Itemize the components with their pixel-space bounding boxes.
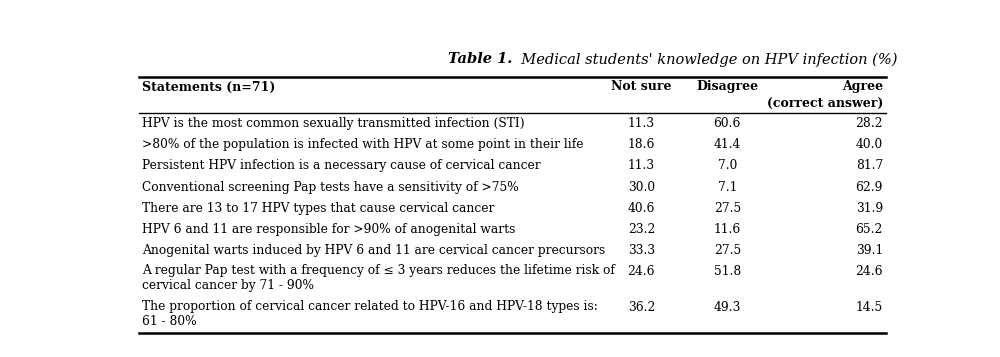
Text: Agree: Agree [842, 80, 883, 94]
Text: 11.3: 11.3 [628, 117, 655, 130]
Text: Not sure: Not sure [611, 80, 672, 94]
Text: Disagree: Disagree [696, 80, 758, 94]
Text: 23.2: 23.2 [628, 223, 655, 236]
Text: 24.6: 24.6 [628, 265, 655, 278]
Text: 11.3: 11.3 [628, 159, 655, 172]
Text: 33.3: 33.3 [628, 244, 655, 257]
Text: HPV is the most common sexually transmitted infection (STI): HPV is the most common sexually transmit… [142, 117, 525, 130]
Text: 81.7: 81.7 [856, 159, 883, 172]
Text: (correct answer): (correct answer) [767, 99, 883, 111]
Text: 51.8: 51.8 [714, 265, 741, 278]
Text: 7.1: 7.1 [718, 181, 737, 193]
Text: The proportion of cervical cancer related to HPV-16 and HPV-18 types is:
61 - 80: The proportion of cervical cancer relate… [142, 300, 598, 328]
Text: 27.5: 27.5 [714, 202, 741, 215]
Text: 65.2: 65.2 [856, 223, 883, 236]
Text: 24.6: 24.6 [855, 265, 883, 278]
Text: 14.5: 14.5 [856, 301, 883, 314]
Text: 31.9: 31.9 [856, 202, 883, 215]
Text: HPV 6 and 11 are responsible for >90% of anogenital warts: HPV 6 and 11 are responsible for >90% of… [142, 223, 515, 236]
Text: Statements (n=71): Statements (n=71) [142, 80, 275, 94]
Text: Anogenital warts induced by HPV 6 and 11 are cervical cancer precursors: Anogenital warts induced by HPV 6 and 11… [142, 244, 605, 257]
Text: 36.2: 36.2 [628, 301, 655, 314]
Text: 7.0: 7.0 [718, 159, 737, 172]
Text: Conventional screening Pap tests have a sensitivity of >75%: Conventional screening Pap tests have a … [142, 181, 519, 193]
Text: >80% of the population is infected with HPV at some point in their life: >80% of the population is infected with … [142, 138, 584, 151]
Text: A regular Pap test with a frequency of ≤ 3 years reduces the lifetime risk of
ce: A regular Pap test with a frequency of ≤… [142, 264, 615, 292]
Text: 40.6: 40.6 [628, 202, 655, 215]
Text: There are 13 to 17 HPV types that cause cervical cancer: There are 13 to 17 HPV types that cause … [142, 202, 494, 215]
Text: 62.9: 62.9 [855, 181, 883, 193]
Text: Persistent HPV infection is a necessary cause of cervical cancer: Persistent HPV infection is a necessary … [142, 159, 541, 172]
Text: 30.0: 30.0 [628, 181, 655, 193]
Text: Table 1.: Table 1. [448, 52, 512, 66]
Text: Medical students' knowledge on HPV infection (%): Medical students' knowledge on HPV infec… [512, 52, 898, 67]
Text: 60.6: 60.6 [714, 117, 741, 130]
Text: 40.0: 40.0 [856, 138, 883, 151]
Text: 27.5: 27.5 [714, 244, 741, 257]
Text: 11.6: 11.6 [714, 223, 741, 236]
Text: 49.3: 49.3 [714, 301, 741, 314]
Text: 28.2: 28.2 [855, 117, 883, 130]
Text: 18.6: 18.6 [628, 138, 655, 151]
Text: 39.1: 39.1 [856, 244, 883, 257]
Text: 41.4: 41.4 [714, 138, 741, 151]
